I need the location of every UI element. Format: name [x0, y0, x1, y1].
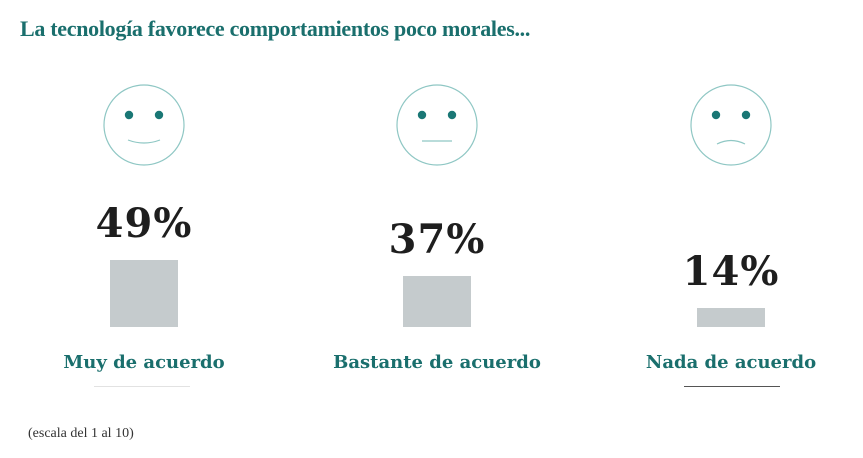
column-bastante-de-acuerdo: 37% Bastante de acuerdo	[333, 0, 541, 458]
value-label: 37%	[388, 216, 486, 263]
smiling-face-icon	[103, 84, 185, 166]
bar	[110, 260, 178, 327]
category-underline	[94, 386, 190, 387]
value-label: 14%	[682, 248, 780, 295]
category-underline	[684, 386, 780, 387]
column-nada-de-acuerdo: 14% Nada de acuerdo	[631, 0, 831, 458]
category-label: Nada de acuerdo	[645, 352, 817, 373]
category-label: Bastante de acuerdo	[333, 352, 541, 373]
sad-face-icon	[690, 84, 772, 166]
chart-title: La tecnología favorece comportamientos p…	[20, 16, 531, 41]
column-muy-de-acuerdo: 49% Muy de acuerdo	[44, 0, 244, 458]
bar	[403, 276, 471, 327]
value-label: 49%	[95, 200, 193, 247]
bar	[697, 308, 765, 327]
scale-footnote: (escala del 1 al 10)	[28, 426, 134, 441]
category-label: Muy de acuerdo	[63, 352, 225, 373]
neutral-face-icon	[396, 84, 478, 166]
